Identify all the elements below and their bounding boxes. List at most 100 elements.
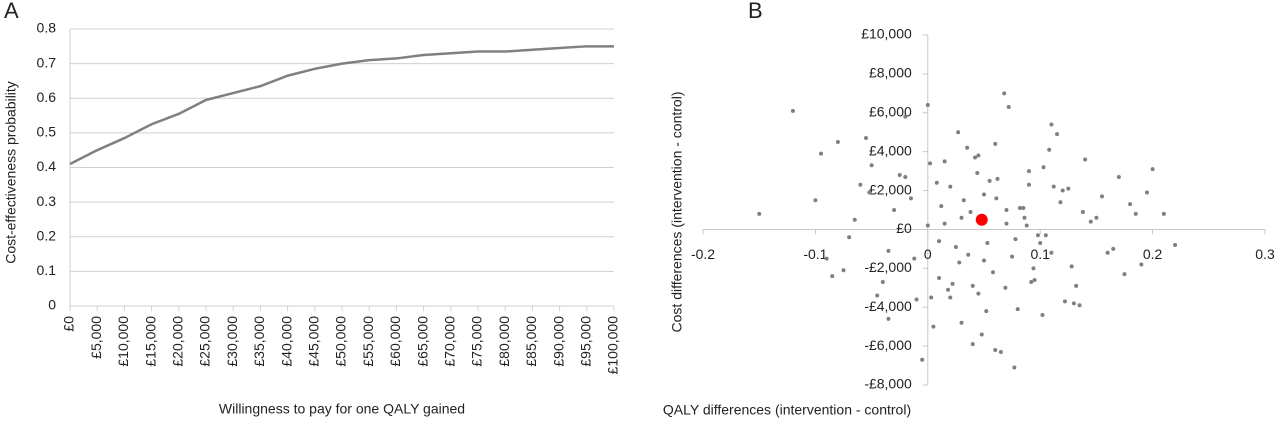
y-tick-label: £10,000 [861,26,912,42]
y-tick-label: £6,000 [869,103,912,119]
x-tick-label: £90,000 [550,316,566,367]
scatter-point [1066,186,1071,191]
scatter-point [942,221,947,226]
scatter-point [950,281,955,286]
scatter-point [966,252,971,257]
scatter-point [1002,91,1007,96]
y-axis-title: Cost differences (intervention - control… [669,92,685,333]
scatter-point [1094,215,1099,220]
mean-point [975,213,988,226]
scatter-point [875,293,880,298]
y-tick-label: £4,000 [869,142,912,158]
x-tick-label: 0.3 [1255,246,1275,262]
x-tick-label: £75,000 [469,316,485,367]
scatter-point [897,173,902,177]
data-line [69,45,614,166]
scatter-point [1040,313,1045,317]
scatter-point [959,215,964,220]
scatter-point [1026,182,1031,187]
scatter-point [892,208,897,212]
scatter-point [1049,250,1054,255]
scatter-point [1088,219,1093,224]
x-tick-label: £55,000 [360,316,376,367]
scatter-point [1021,206,1026,211]
scatter-point [993,348,998,352]
scatter-point [998,349,1003,354]
scatter-point [1062,299,1067,304]
x-tick-label: -0.1 [803,246,827,262]
scatter-point [937,276,942,281]
y-tick-label: 0.2 [37,227,57,243]
x-axis-title: QALY differences (intervention - control… [663,402,911,418]
scatter-point [925,103,930,107]
scatter-point [1074,283,1079,288]
x-tick-label: £60,000 [387,316,403,367]
scatter-point [1144,190,1149,195]
scatter-point [1006,104,1011,109]
scatter-point [934,180,939,185]
scatter-point [1010,254,1015,259]
y-tick-label: 0.8 [37,20,57,36]
scatter-point [968,209,973,214]
scatter-point [993,141,998,146]
scatter-point [1069,264,1074,269]
scatter-point [976,153,981,158]
scatter-point [1031,266,1036,271]
scatter-point [867,190,872,195]
scatter-point [1100,194,1105,199]
x-tick-label: £70,000 [442,316,458,367]
y-tick-label: £2,000 [869,181,912,197]
scatter-point [886,248,891,253]
scatter-point [1080,209,1085,214]
scatter-point [1004,208,1009,212]
y-tick-label: 0.7 [37,54,57,70]
scatter-point [1055,132,1060,137]
scatter-point [813,198,818,203]
x-tick-label: £65,000 [414,316,430,367]
scatter-point [1060,188,1065,193]
scatter-point [1077,303,1082,308]
scatter-point [961,198,966,203]
scatter-point [1032,278,1037,282]
scatter-point [953,244,958,249]
panel-label: A [4,0,19,23]
x-tick-label: £100,000 [605,316,621,375]
scatter-point [985,241,990,246]
scatter-point [790,108,795,113]
scatter-point [982,192,986,197]
scatter-point [939,204,944,209]
scatter-point [931,324,936,329]
x-tick-label: £40,000 [278,316,294,367]
scatter-point [995,176,1000,181]
scatter-point [1022,215,1027,220]
x-tick-label: 0.1 [1030,246,1050,262]
scatter-point [1139,262,1144,267]
x-tick-label: £45,000 [306,316,322,367]
scatter-point [1043,233,1048,238]
scatter-point [1029,279,1034,284]
scatter-point [929,295,934,300]
y-tick-label: £8,000 [869,65,912,81]
panel-label: B [748,0,763,23]
y-tick-label: 0.4 [37,158,57,174]
x-tick-label: £50,000 [333,316,349,367]
scatter-point [886,316,891,321]
scatter-point [1017,206,1022,211]
scatter-point [1004,221,1009,226]
scatter-point [979,332,984,337]
scatter-point [984,309,989,314]
scatter-point [852,217,857,222]
scatter-point [925,223,930,228]
scatter-point [987,178,992,183]
x-tick-label: £95,000 [578,316,594,367]
y-axis-title: Cost-effectiveness probability [3,81,19,264]
scatter-point [970,283,975,288]
scatter-point [1015,307,1020,312]
scatter-point [920,357,925,362]
scatter-point [835,139,840,144]
scatter-point [982,258,986,263]
scatter-point [965,145,970,150]
scatter-point [903,114,908,119]
scatter-point [1003,285,1008,290]
